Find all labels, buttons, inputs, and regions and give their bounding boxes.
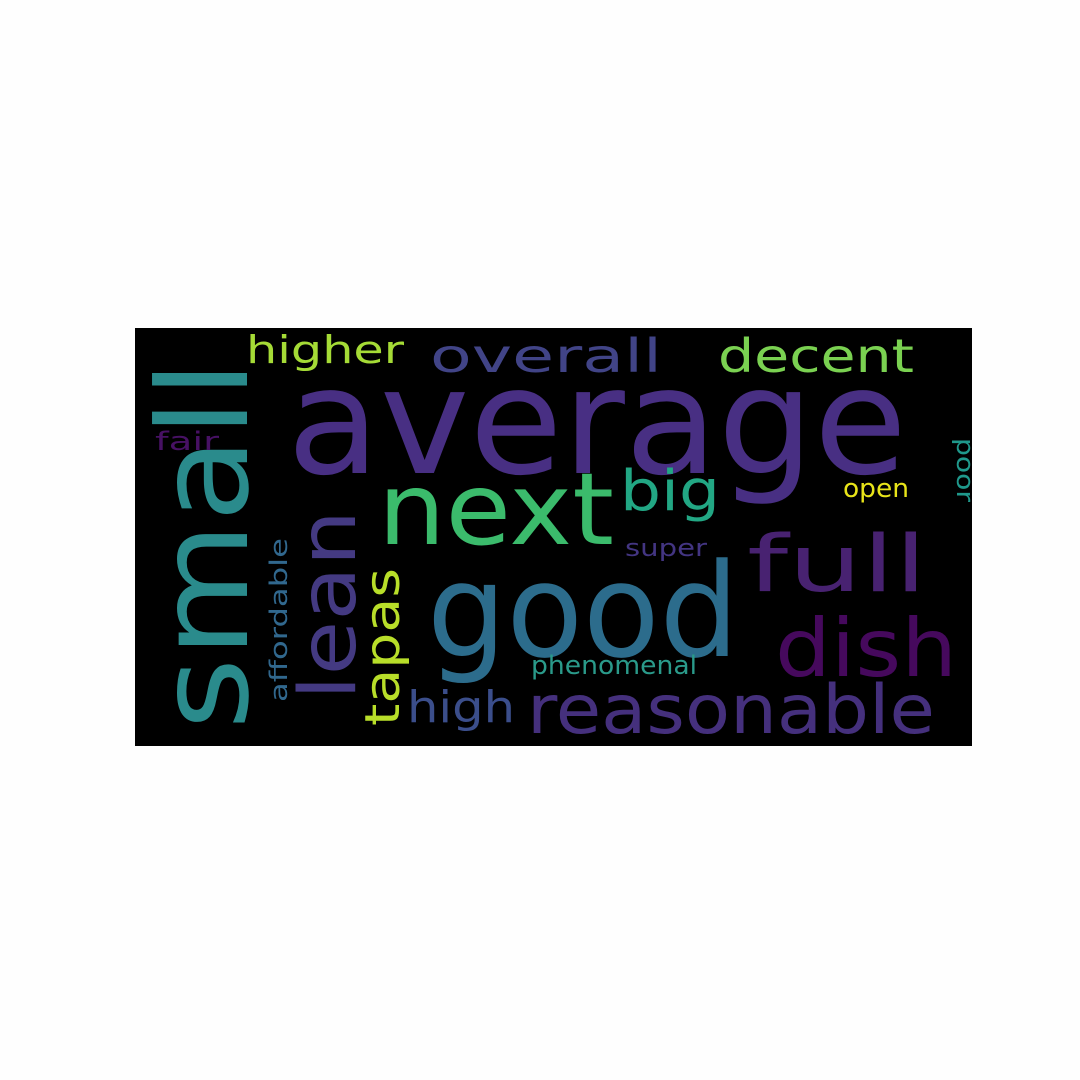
word-super: super (625, 534, 707, 562)
word-cloud-canvas: average small good next lean full dish r… (135, 328, 972, 746)
word-high: high (407, 682, 515, 733)
word-average: average (287, 336, 907, 508)
word-small: small (135, 360, 277, 730)
word-full: full (747, 520, 927, 610)
word-fair: fair (155, 427, 219, 457)
word-next: next (378, 451, 614, 568)
word-reasonable: reasonable (527, 671, 935, 746)
word-tapas: tapas (355, 568, 411, 726)
word-dish: dish (775, 602, 957, 695)
word-cloud: average small good next lean full dish r… (135, 328, 972, 746)
word-open: open (843, 474, 909, 504)
word-higher: higher (246, 328, 404, 372)
word-overall: overall (430, 329, 662, 383)
word-lean: lean (284, 510, 374, 700)
word-big: big (620, 459, 720, 524)
word-affordable: affordable (265, 538, 293, 702)
word-poor: poor (951, 438, 972, 502)
word-phenomenal: phenomenal (531, 651, 697, 681)
word-good: good (427, 535, 739, 687)
word-decent: decent (718, 329, 914, 383)
